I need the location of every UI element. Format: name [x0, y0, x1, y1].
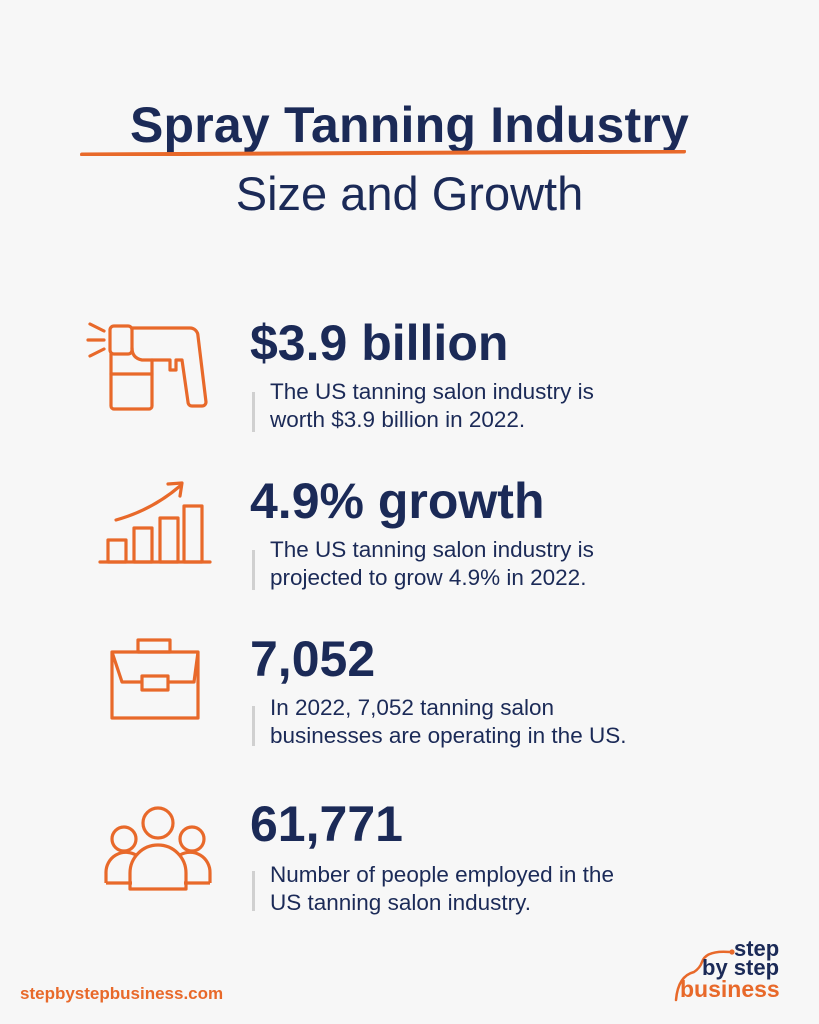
spray-gun-icon [86, 322, 208, 411]
brand-logo: step by step business [668, 938, 798, 1004]
logo-line-3: business [680, 976, 780, 1002]
quote-bar [252, 706, 255, 746]
quote-bar [252, 871, 255, 911]
stat-businesses: 7,052 In 2022, 7,052 tanning salon busin… [0, 630, 819, 780]
stat-value: $3.9 billion [250, 315, 509, 371]
website-link[interactable]: stepbystepbusiness.com [20, 984, 224, 1003]
stat-employment: 61,771 Number of people employed in the … [0, 795, 819, 945]
stat-value: 4.9% growth [250, 473, 545, 529]
people-group-icon [104, 806, 212, 891]
stat-description: The US tanning salon industry is project… [270, 537, 594, 590]
stat-description: The US tanning salon industry is worth $… [270, 379, 594, 432]
logo-step-arc-icon [674, 949, 735, 1002]
logo-line-1: step [734, 936, 780, 961]
stat-description: In 2022, 7,052 tanning salon businesses … [270, 695, 627, 748]
quote-bar [252, 392, 255, 432]
stat-industry-value: $3.9 billion The US tanning salon indust… [0, 300, 819, 450]
title-block: Spray Tanning Industry [0, 96, 819, 154]
briefcase-icon [110, 638, 200, 720]
stat-description: Number of people employed in the US tann… [270, 862, 614, 915]
logo-line-2: by step [702, 955, 780, 980]
title-underline [80, 150, 686, 156]
stat-value: 7,052 [250, 631, 376, 687]
page-subtitle: Size and Growth [235, 167, 584, 220]
page-title: Spray Tanning Industry [129, 97, 690, 153]
stat-growth: 4.9% growth The US tanning salon industr… [0, 470, 819, 620]
growth-chart-icon [98, 481, 212, 564]
quote-bar [252, 550, 255, 590]
stat-value: 61,771 [250, 796, 403, 852]
